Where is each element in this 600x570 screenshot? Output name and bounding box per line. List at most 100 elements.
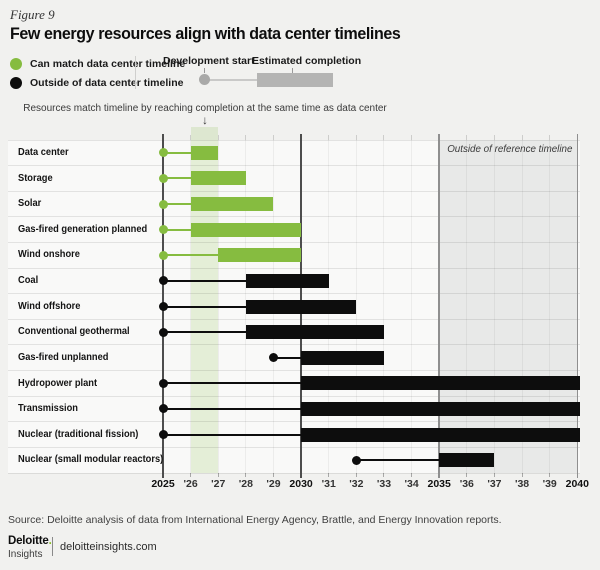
brand-green-dot: .: [48, 535, 52, 547]
chart-title: Few energy resources align with data cen…: [10, 25, 401, 43]
row-label: Storage: [18, 172, 53, 184]
row-separator: [8, 165, 580, 167]
axis-label-2030: 2030: [289, 478, 313, 490]
top-tick-2029: [272, 135, 274, 140]
gridline-2034: [411, 140, 413, 473]
development-start-dot: [158, 276, 168, 286]
bottom-tick-2027: [217, 473, 219, 477]
dev-connector: [273, 356, 302, 359]
gridline-2037: [493, 140, 495, 473]
top-tick-2037: [493, 135, 495, 140]
timeline-bar: [301, 350, 384, 365]
dev-connector: [163, 382, 302, 385]
row-label: Gas-fired generation planned: [18, 223, 148, 235]
source-note: Source: Deloitte analysis of data from I…: [8, 514, 502, 526]
brand-sub: Insights: [8, 548, 43, 560]
bottom-tick-2032: [355, 473, 357, 477]
dev-connector: [163, 203, 191, 206]
key-start-dot-icon: [199, 74, 210, 85]
bottom-tick-2034: [411, 473, 413, 477]
development-start-dot: [158, 327, 168, 337]
top-tick-2027: [217, 135, 219, 140]
major-axis-line-2030: [300, 134, 302, 473]
bottom-tick-2038: [521, 473, 523, 477]
top-tick-2038: [521, 135, 523, 140]
development-start-dot: [158, 199, 168, 209]
timeline-bar: [245, 299, 357, 314]
top-tick-2032: [355, 135, 357, 140]
row-separator: [8, 446, 580, 448]
outside-region-label: Outside of reference timeline: [447, 144, 573, 155]
row-label: Solar: [18, 198, 42, 210]
black-dot-icon: [10, 77, 22, 89]
bottom-tick-2037: [493, 473, 495, 477]
legend-match-label: Can match data center timeline: [30, 58, 186, 70]
est-completion-key-label: Estimated completion: [252, 55, 362, 67]
region-border-2035: [438, 134, 440, 478]
axis-label-2027: '27: [211, 478, 226, 490]
row-label: Nuclear (small modular reactors): [18, 454, 164, 466]
axis-label-2031: '31: [321, 478, 336, 490]
est-completion-pointer-tick: [292, 68, 293, 73]
row-label: Nuclear (traditional fission): [18, 428, 139, 440]
axis-label-2036: '36: [459, 478, 474, 490]
bottom-tick-2031: [328, 473, 330, 477]
dev-connector: [163, 254, 219, 257]
dev-start-pointer-tick: [204, 68, 205, 73]
legend-outside-label: Outside of data center timeline: [30, 77, 184, 89]
row-label: Data center: [18, 147, 69, 158]
axis-label-2028: '28: [238, 478, 253, 490]
major-bottom-tick-2030: [300, 473, 302, 478]
timeline-bar: [301, 401, 580, 416]
row-label: Conventional geothermal: [18, 326, 130, 338]
axis-label-2025: 2025: [151, 478, 175, 490]
development-start-dot: [158, 430, 168, 440]
axis-label-2040: 2040: [565, 478, 589, 490]
row-label: Hydropower plant: [18, 377, 98, 389]
development-start-dot: [158, 250, 168, 260]
row-separator: [8, 395, 580, 397]
timeline-bar: [301, 376, 580, 391]
axis-label-2026: '26: [183, 478, 198, 490]
figure-label: Figure 9: [10, 7, 55, 22]
dev-connector: [163, 331, 246, 334]
row-separator: [8, 344, 580, 346]
development-start-dot: [351, 455, 361, 465]
axis-label-2035: 2035: [427, 478, 451, 490]
top-tick-2028: [245, 135, 247, 140]
top-tick-2034: [411, 135, 413, 140]
top-tick-2039: [549, 135, 551, 140]
timeline-bar: [245, 273, 329, 288]
major-axis-line-2025: [162, 134, 164, 473]
key-connector-line: [205, 79, 258, 81]
dev-connector: [163, 228, 191, 231]
row-separator: [8, 472, 580, 474]
key-completion-bar: [257, 73, 333, 87]
highlight-band: [190, 127, 219, 473]
axis-label-2033: '33: [376, 478, 392, 490]
top-tick-2026: [190, 135, 192, 140]
gridline-2027: [217, 140, 219, 473]
down-arrow-icon: ↓: [202, 113, 208, 127]
row-separator: [8, 318, 580, 320]
plot-background: [8, 140, 580, 473]
gridline-2033: [383, 140, 385, 473]
timeline-bar: [301, 427, 580, 442]
bottom-tick-2029: [272, 473, 274, 477]
row-separator: [8, 190, 580, 192]
gridline-2032: [355, 140, 357, 473]
row-label: Transmission: [18, 403, 78, 415]
gridline-2028: [245, 140, 247, 473]
top-tick-2031: [328, 135, 330, 140]
gridline-2031: [328, 140, 330, 473]
row-separator: [8, 267, 580, 269]
row-label: Wind offshore: [18, 300, 81, 312]
timeline-bar: [190, 222, 302, 237]
development-start-dot: [268, 353, 278, 363]
gridline-2038: [521, 140, 523, 473]
row-separator: [8, 293, 580, 295]
timeline-bar: [218, 248, 302, 263]
legend-item-outside: Outside of data center timeline: [10, 77, 183, 89]
timeline-bar: [439, 453, 495, 468]
timeline-bar: [190, 145, 219, 160]
